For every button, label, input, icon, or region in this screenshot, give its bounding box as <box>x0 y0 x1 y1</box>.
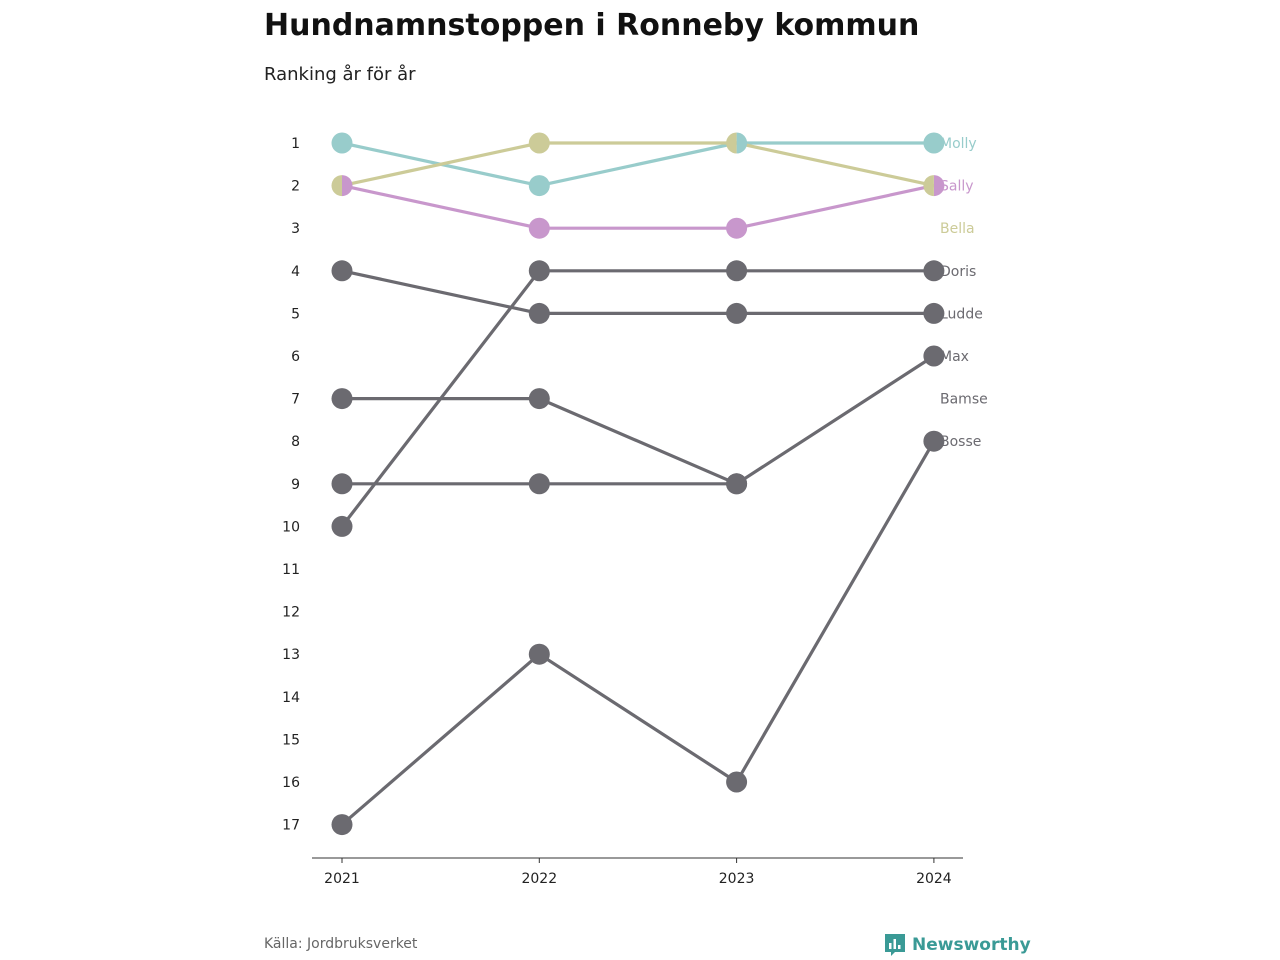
y-tick-label-9: 9 <box>291 477 300 493</box>
y-tick-label-4: 4 <box>291 264 300 280</box>
series-point-max-2021 <box>331 388 353 410</box>
end-label-bosse: Bosse <box>940 434 981 450</box>
series-point-doris-2024 <box>923 260 945 282</box>
y-tick-label-17: 17 <box>282 818 300 834</box>
series-line-bella-0 <box>340 141 541 188</box>
series-line-molly-1 <box>537 141 739 188</box>
series-line-ludde-0 <box>340 269 541 315</box>
chart-title: Hundnamnstoppen i Ronneby kommun <box>264 8 920 43</box>
y-tick-label-8: 8 <box>291 434 300 450</box>
series-line-bella-2 <box>734 141 936 188</box>
series-point-bosse-2021 <box>331 814 353 836</box>
end-label-doris: Doris <box>940 264 976 280</box>
series-point-sally-2021 <box>342 175 353 197</box>
series-point-sally-2022 <box>528 217 550 239</box>
brand-name: Newsworthy <box>912 935 1031 955</box>
y-tick-label-10: 10 <box>282 519 300 535</box>
end-label-bamse: Bamse <box>940 392 988 408</box>
series-point-bella-2021 <box>331 175 342 197</box>
series-point-doris-2023 <box>726 260 748 282</box>
y-tick-label-2: 2 <box>291 179 300 195</box>
series-point-doris-2022 <box>528 260 550 282</box>
series-point-bamse-2021 <box>331 473 353 495</box>
y-tick-label-12: 12 <box>282 605 300 621</box>
series-point-ludde-2021 <box>331 260 353 282</box>
series-point-doris-2021 <box>331 515 353 537</box>
series-point-molly-2021 <box>331 132 353 154</box>
series-point-ludde-2023 <box>726 302 748 324</box>
y-tick-label-16: 16 <box>282 775 300 791</box>
end-label-ludde: Ludde <box>940 306 983 322</box>
series-point-bamse-2023 <box>726 473 748 495</box>
series-line-max-1 <box>537 397 739 486</box>
series-point-max-2024 <box>923 345 945 367</box>
series-line-bosse-0 <box>340 652 541 827</box>
source-note: Källa: Jordbruksverket <box>264 936 418 952</box>
series-point-bella-2023 <box>726 132 737 154</box>
y-tick-label-15: 15 <box>282 732 300 748</box>
x-tick-label-2021: 2021 <box>324 871 360 887</box>
series-point-bosse-2022 <box>528 643 550 665</box>
y-tick-label-14: 14 <box>282 690 300 706</box>
series-line-bosse-1 <box>537 652 739 784</box>
series-line-bosse-2 <box>734 439 936 784</box>
brand-logo: Newsworthy <box>884 933 1031 957</box>
x-tick-label-2022: 2022 <box>521 871 557 887</box>
x-tick-label-2023: 2023 <box>719 871 755 887</box>
y-tick-label-6: 6 <box>291 349 300 365</box>
series-point-sally-2023 <box>726 217 748 239</box>
chart-subtitle: Ranking år för år <box>264 64 416 85</box>
series-point-molly-2023 <box>736 132 748 154</box>
end-label-molly: Molly <box>940 136 977 152</box>
end-label-sally: Sally <box>940 179 974 195</box>
y-tick-label-13: 13 <box>282 647 300 663</box>
series-point-molly-2022 <box>528 175 550 197</box>
series-point-bella-2022 <box>528 132 550 154</box>
y-tick-label-5: 5 <box>291 306 300 322</box>
series-point-molly-2024 <box>923 132 945 154</box>
series-point-bosse-2024 <box>923 430 945 452</box>
y-tick-label-3: 3 <box>291 221 300 237</box>
series-point-sally-2024 <box>933 175 945 197</box>
series-point-ludde-2022 <box>528 302 550 324</box>
y-tick-label-7: 7 <box>291 392 300 408</box>
series-line-max-2 <box>734 354 936 486</box>
series-point-bosse-2023 <box>726 771 748 793</box>
end-label-bella: Bella <box>940 221 975 237</box>
series-point-bella-2024 <box>923 175 934 197</box>
y-tick-label-1: 1 <box>291 136 300 152</box>
series-line-sally-2 <box>734 184 936 230</box>
y-tick-label-11: 11 <box>282 562 300 578</box>
series-line-sally-0 <box>340 184 541 230</box>
series-point-max-2022 <box>528 388 550 410</box>
end-label-max: Max <box>940 349 969 365</box>
x-tick-label-2024: 2024 <box>916 871 952 887</box>
series-point-ludde-2024 <box>923 302 945 324</box>
series-point-bamse-2022 <box>528 473 550 495</box>
newsworthy-logo-icon <box>885 934 905 956</box>
